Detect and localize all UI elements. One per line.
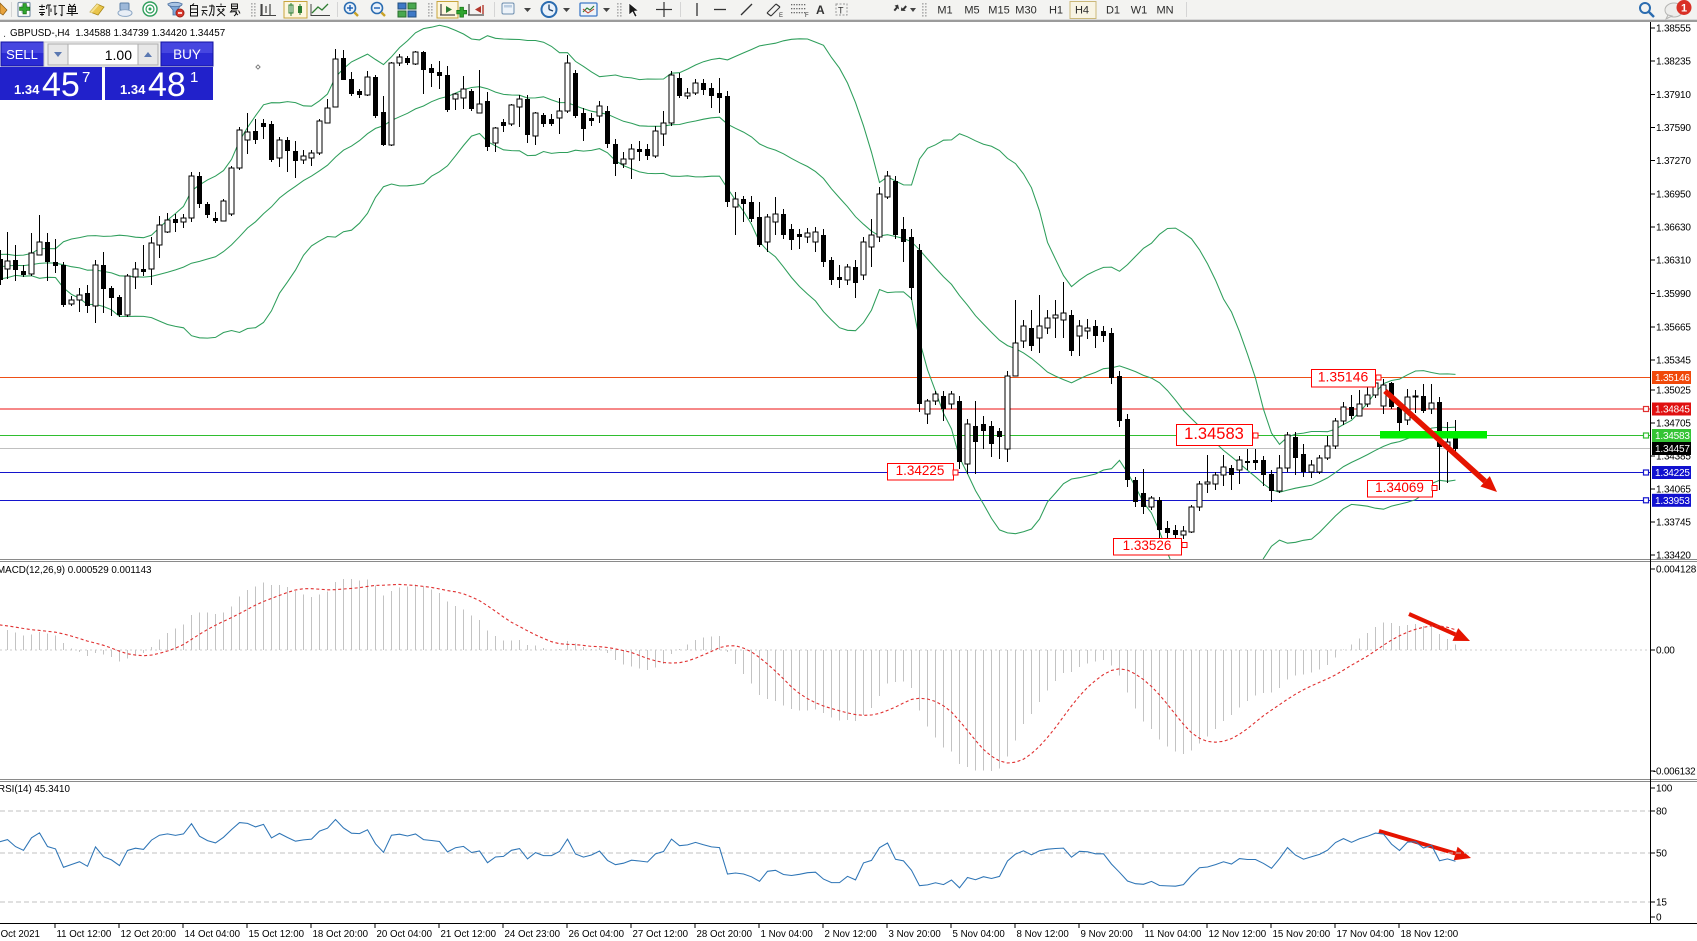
svg-text:BUY: BUY (173, 47, 201, 62)
svg-text:F: F (805, 13, 809, 19)
svg-text:1.34225: 1.34225 (1655, 468, 1690, 479)
svg-text:1.37910: 1.37910 (1656, 90, 1691, 101)
svg-text:12 Nov 12:00: 12 Nov 12:00 (1209, 929, 1267, 940)
svg-text:0: 0 (1656, 913, 1662, 924)
svg-text:15: 15 (1656, 898, 1667, 909)
svg-text:1.34065: 1.34065 (1656, 485, 1691, 496)
svg-text:M5: M5 (964, 5, 979, 17)
svg-text:1.35345: 1.35345 (1656, 356, 1691, 367)
svg-text:1.33526: 1.33526 (1123, 538, 1172, 553)
svg-text:A: A (816, 3, 825, 17)
svg-text:W1: W1 (1131, 5, 1148, 17)
svg-text:50: 50 (1656, 849, 1667, 860)
svg-text:15 Nov 20:00: 15 Nov 20:00 (1273, 929, 1331, 940)
svg-text:1.33745: 1.33745 (1656, 518, 1691, 529)
svg-text:1.35990: 1.35990 (1656, 289, 1691, 300)
svg-text:-0.006132: -0.006132 (1653, 767, 1695, 778)
svg-text:0.004128: 0.004128 (1656, 565, 1697, 576)
svg-text:11 Nov 04:00: 11 Nov 04:00 (1145, 929, 1203, 940)
svg-text:1.34845: 1.34845 (1655, 405, 1690, 416)
svg-text:1.37590: 1.37590 (1656, 123, 1691, 134)
svg-text:45: 45 (42, 66, 80, 104)
svg-text:1.33953: 1.33953 (1655, 496, 1690, 507)
svg-text:5 Nov 04:00: 5 Nov 04:00 (953, 929, 1006, 940)
svg-text:48: 48 (148, 66, 186, 104)
svg-text:1.35146: 1.35146 (1655, 373, 1690, 384)
svg-text:1.35146: 1.35146 (1318, 369, 1369, 385)
svg-text:1.35665: 1.35665 (1656, 323, 1691, 334)
svg-text:1.33420: 1.33420 (1656, 551, 1691, 562)
svg-text:1.34705: 1.34705 (1656, 419, 1691, 430)
svg-text:1.37270: 1.37270 (1656, 156, 1691, 167)
svg-text:1.36630: 1.36630 (1656, 223, 1691, 234)
svg-text:.: . (3, 28, 6, 40)
svg-text:7: 7 (82, 69, 90, 86)
svg-text:M30: M30 (1015, 5, 1036, 17)
svg-text:3 Nov 20:00: 3 Nov 20:00 (889, 929, 942, 940)
svg-text:1.34: 1.34 (14, 82, 40, 97)
svg-text:1.38555: 1.38555 (1656, 24, 1691, 35)
svg-text:14 Oct 04:00: 14 Oct 04:00 (185, 929, 241, 940)
svg-text:1.34225: 1.34225 (896, 463, 945, 478)
svg-text:T: T (838, 6, 844, 16)
svg-text:26 Oct 04:00: 26 Oct 04:00 (569, 929, 625, 940)
svg-text:M1: M1 (937, 5, 952, 17)
svg-text:1.35025: 1.35025 (1656, 386, 1691, 397)
svg-text:1.34583: 1.34583 (1184, 425, 1244, 443)
svg-text:1.34583: 1.34583 (1655, 431, 1690, 442)
svg-text:MN: MN (1156, 5, 1173, 17)
svg-text:9 Nov 20:00: 9 Nov 20:00 (1081, 929, 1134, 940)
svg-text:21 Oct 12:00: 21 Oct 12:00 (441, 929, 497, 940)
svg-text:1.38235: 1.38235 (1656, 57, 1691, 68)
svg-text:15 Oct 12:00: 15 Oct 12:00 (249, 929, 305, 940)
svg-text:1.36310: 1.36310 (1656, 256, 1691, 267)
svg-text:D1: D1 (1106, 5, 1120, 17)
svg-text:H4: H4 (1075, 5, 1089, 17)
svg-text:0.00: 0.00 (1656, 646, 1675, 657)
svg-text:1 Nov 04:00: 1 Nov 04:00 (761, 929, 814, 940)
svg-text:18 Nov 12:00: 18 Nov 12:00 (1401, 929, 1459, 940)
svg-text:H1: H1 (1049, 5, 1063, 17)
svg-text:2 Nov 12:00: 2 Nov 12:00 (825, 929, 878, 940)
svg-text:M15: M15 (988, 5, 1009, 17)
svg-text:1.34069: 1.34069 (1375, 480, 1424, 495)
svg-text:8 Oct 2021: 8 Oct 2021 (0, 929, 40, 940)
svg-text:1.34385: 1.34385 (1656, 452, 1691, 463)
svg-text:SELL: SELL (6, 47, 38, 62)
svg-text:8 Nov 12:00: 8 Nov 12:00 (1017, 929, 1070, 940)
svg-text:1.36950: 1.36950 (1656, 190, 1691, 201)
svg-text:RSI(14) 45.3410: RSI(14) 45.3410 (0, 784, 70, 795)
svg-text:18 Oct 20:00: 18 Oct 20:00 (313, 929, 369, 940)
svg-text:24 Oct 23:00: 24 Oct 23:00 (505, 929, 561, 940)
svg-text:1.00: 1.00 (105, 47, 132, 63)
svg-text:17 Nov 04:00: 17 Nov 04:00 (1337, 929, 1395, 940)
svg-text:GBPUSD-,H4 1.34588 1.34739 1.: GBPUSD-,H4 1.34588 1.34739 1.34420 1.344… (10, 28, 225, 39)
svg-text:1: 1 (190, 69, 198, 86)
svg-text:MACD(12,26,9) 0.000529 0.00114: MACD(12,26,9) 0.000529 0.001143 (0, 565, 152, 576)
svg-text:11 Oct 12:00: 11 Oct 12:00 (57, 929, 112, 940)
svg-text:E: E (779, 13, 783, 19)
svg-text:1.34457: 1.34457 (1655, 444, 1690, 455)
svg-text:28 Oct 20:00: 28 Oct 20:00 (697, 929, 753, 940)
svg-text:1: 1 (1681, 3, 1687, 15)
svg-text:1.34: 1.34 (120, 82, 146, 97)
svg-text:100: 100 (1656, 784, 1673, 795)
svg-text:80: 80 (1656, 807, 1667, 818)
svg-text:12 Oct 20:00: 12 Oct 20:00 (121, 929, 177, 940)
svg-text:20 Oct 04:00: 20 Oct 04:00 (377, 929, 433, 940)
svg-text:27 Oct 12:00: 27 Oct 12:00 (633, 929, 689, 940)
